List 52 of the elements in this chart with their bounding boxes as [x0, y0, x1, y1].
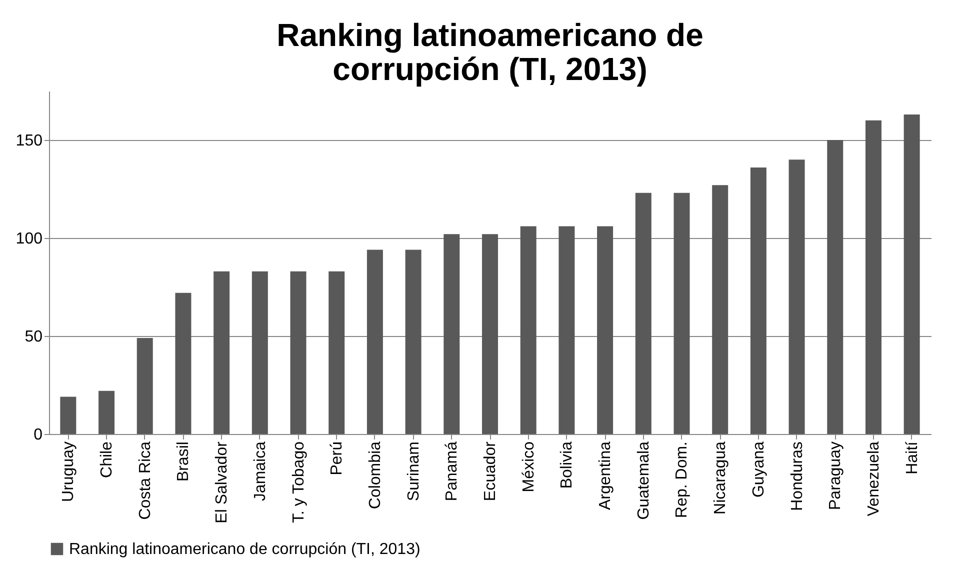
y-tick-label: 0 [34, 426, 43, 444]
x-tick-label: Venezuela [865, 441, 882, 516]
bar [98, 390, 115, 434]
x-tick-label: Bolivia [558, 441, 576, 489]
x-tick-label: Paraguay [827, 442, 844, 510]
bar [520, 226, 536, 434]
x-tick-label: Surinam [405, 442, 422, 502]
x-tick-label: Guyana [750, 441, 768, 498]
x-tick-label: Haití [904, 440, 921, 474]
x-tick-label: Rep. Dom. [674, 442, 691, 518]
bar [712, 185, 728, 434]
bar [904, 114, 920, 434]
x-tick-label: Colombia [366, 441, 384, 510]
x-tick-label: Argentina [597, 441, 614, 510]
bar [136, 338, 153, 434]
x-tick-label: El Salvador [214, 440, 231, 524]
x-tick-label: México [520, 441, 538, 492]
x-tick-label: Nicaragua [712, 441, 730, 514]
bar [214, 271, 230, 434]
bar [366, 250, 383, 434]
bar [482, 234, 498, 434]
x-tick-label: Jamaica [252, 441, 269, 502]
y-tick-label: 50 [24, 328, 43, 346]
x-tick-label: Guatemala [635, 441, 652, 520]
bar [865, 120, 882, 434]
y-tick-label: 100 [16, 230, 43, 248]
bar [750, 167, 766, 434]
bar [827, 140, 844, 434]
bar [597, 226, 614, 434]
x-tick-label: Panamá [444, 441, 461, 502]
x-tick-label: Ecuador [482, 440, 499, 502]
bar [788, 160, 805, 434]
text: Ranking latinoamericano de [276, 17, 704, 53]
x-tick-label: Honduras [788, 442, 806, 511]
bar [175, 292, 192, 434]
bar [60, 396, 76, 434]
bar [252, 271, 268, 434]
x-tick-label: Uruguay [60, 442, 78, 502]
bar [635, 192, 652, 434]
x-tick-label: Perú [328, 442, 346, 476]
x-tick-label: Brasil [175, 442, 192, 482]
bar [328, 271, 345, 434]
bar [444, 234, 460, 434]
bar [405, 250, 422, 434]
legend-label: Ranking latinoamericano de corrupción (TI, 2013) [69, 541, 420, 558]
bar [290, 271, 306, 434]
y-tick-label: 150 [16, 132, 43, 150]
x-tick-label: Costa Rica [136, 441, 154, 520]
bar [674, 192, 690, 434]
x-tick-label: Chile [98, 441, 116, 478]
bar [558, 226, 575, 434]
x-tick-label: T. y Tobago [290, 441, 308, 524]
